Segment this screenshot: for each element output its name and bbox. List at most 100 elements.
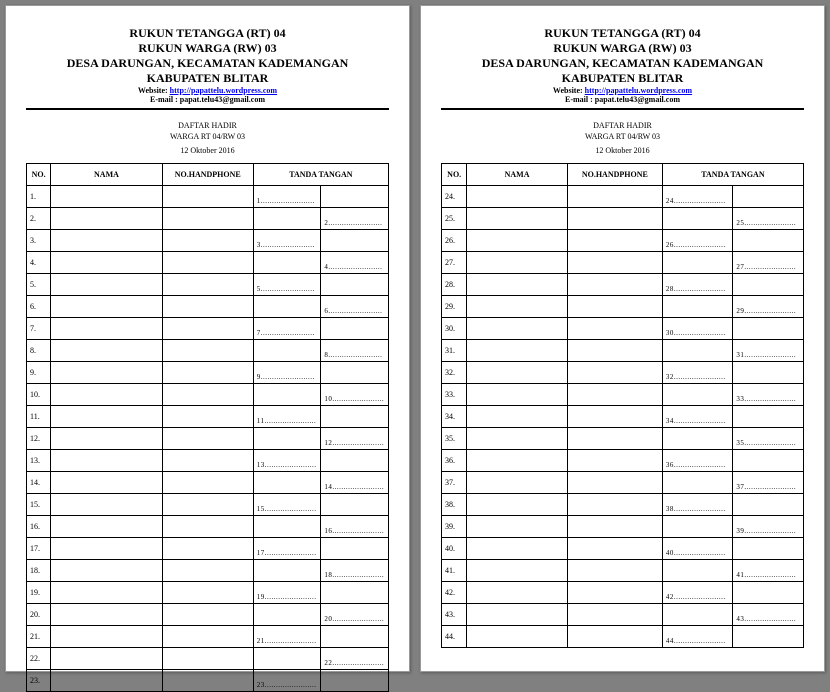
cell-no: 39. <box>442 516 467 538</box>
cell-sign-right <box>733 230 804 252</box>
subheader-subtitle: WARGA RT 04/RW 03 <box>26 131 389 142</box>
header-line2: RUKUN WARGA (RW) 03 <box>441 41 804 56</box>
cell-sign-left <box>253 296 321 318</box>
cell-sign-left <box>662 296 733 318</box>
cell-sign-right: 33....................... <box>733 384 804 406</box>
table-row: 8. 8........................ <box>27 340 389 362</box>
table-row: 32.32....................... <box>442 362 804 384</box>
cell-no: 3. <box>27 230 51 252</box>
cell-sign-right <box>733 494 804 516</box>
cell-handphone <box>567 450 662 472</box>
cell-no: 11. <box>27 406 51 428</box>
header-website: Website: http://papattelu.wordpress.com <box>26 86 389 95</box>
cell-sign-right: 25....................... <box>733 208 804 230</box>
table-row: 27.27....................... <box>442 252 804 274</box>
cell-no: 22. <box>27 648 51 670</box>
cell-sign-right <box>321 538 389 560</box>
cell-nama <box>51 406 162 428</box>
cell-no: 35. <box>442 428 467 450</box>
table-row: 35. 35....................... <box>442 428 804 450</box>
cell-no: 38. <box>442 494 467 516</box>
cell-nama <box>467 450 567 472</box>
cell-sign-right: 4........................ <box>321 252 389 274</box>
cell-sign-right: 14....................... <box>321 472 389 494</box>
attendance-table: NO. NAMA NO.HANDPHONE TANDA TANGAN 24.24… <box>441 163 804 648</box>
cell-sign-right <box>733 406 804 428</box>
cell-sign-right <box>321 318 389 340</box>
cell-sign-right <box>321 494 389 516</box>
cell-handphone <box>567 274 662 296</box>
cell-no: 5. <box>27 274 51 296</box>
cell-sign-right <box>733 450 804 472</box>
cell-sign-left: 38....................... <box>662 494 733 516</box>
cell-sign-left <box>253 560 321 582</box>
subheader-title: DAFTAR HADIR <box>441 120 804 131</box>
cell-no: 34. <box>442 406 467 428</box>
cell-nama <box>467 516 567 538</box>
cell-no: 33. <box>442 384 467 406</box>
cell-handphone <box>567 384 662 406</box>
cell-sign-right <box>321 582 389 604</box>
cell-nama <box>51 538 162 560</box>
cell-sign-left <box>253 604 321 626</box>
cell-sign-left <box>662 560 733 582</box>
cell-sign-left: 42....................... <box>662 582 733 604</box>
page-header: RUKUN TETANGGA (RT) 04 RUKUN WARGA (RW) … <box>441 26 804 104</box>
cell-sign-right: 35....................... <box>733 428 804 450</box>
subheader: DAFTAR HADIR WARGA RT 04/RW 03 <box>26 120 389 142</box>
cell-no: 27. <box>442 252 467 274</box>
cell-sign-right <box>321 450 389 472</box>
cell-sign-left: 5........................ <box>253 274 321 296</box>
cell-no: 14. <box>27 472 51 494</box>
table-row: 39.39....................... <box>442 516 804 538</box>
cell-no: 30. <box>442 318 467 340</box>
cell-no: 26. <box>442 230 467 252</box>
cell-sign-right: 8........................ <box>321 340 389 362</box>
cell-handphone <box>567 560 662 582</box>
cell-handphone <box>567 582 662 604</box>
page-1: RUKUN TETANGGA (RT) 04 RUKUN WARGA (RW) … <box>5 5 410 672</box>
cell-nama <box>467 252 567 274</box>
cell-sign-left: 13....................... <box>253 450 321 472</box>
header-line1: RUKUN TETANGGA (RT) 04 <box>441 26 804 41</box>
cell-sign-right: 10....................... <box>321 384 389 406</box>
table-row: 37.37....................... <box>442 472 804 494</box>
cell-no: 8. <box>27 340 51 362</box>
cell-sign-left: 15....................... <box>253 494 321 516</box>
cell-handphone <box>567 604 662 626</box>
cell-sign-right <box>321 186 389 208</box>
cell-nama <box>467 560 567 582</box>
cell-handphone <box>567 406 662 428</box>
cell-no: 1. <box>27 186 51 208</box>
cell-handphone <box>162 538 253 560</box>
website-link[interactable]: http://papattelu.wordpress.com <box>585 86 692 95</box>
cell-handphone <box>567 296 662 318</box>
cell-sign-right <box>321 406 389 428</box>
cell-sign-right <box>321 362 389 384</box>
header-line3: DESA DARUNGAN, KECAMATAN KADEMANGAN <box>26 56 389 71</box>
cell-sign-right <box>733 318 804 340</box>
header-line4: KABUPATEN BLITAR <box>441 71 804 86</box>
cell-nama <box>467 208 567 230</box>
website-link[interactable]: http://papattelu.wordpress.com <box>170 86 277 95</box>
col-nama: NAMA <box>467 164 567 186</box>
cell-no: 23. <box>27 670 51 692</box>
cell-sign-left <box>253 384 321 406</box>
table-row: 40.40....................... <box>442 538 804 560</box>
cell-sign-left <box>662 208 733 230</box>
header-divider <box>441 108 804 110</box>
cell-no: 7. <box>27 318 51 340</box>
header-line2: RUKUN WARGA (RW) 03 <box>26 41 389 56</box>
cell-handphone <box>567 340 662 362</box>
cell-no: 16. <box>27 516 51 538</box>
cell-handphone <box>162 494 253 516</box>
subheader-subtitle: WARGA RT 04/RW 03 <box>441 131 804 142</box>
table-row: 6.6........................ <box>27 296 389 318</box>
cell-sign-right: 41....................... <box>733 560 804 582</box>
header-line4: KABUPATEN BLITAR <box>26 71 389 86</box>
cell-handphone <box>162 670 253 692</box>
cell-handphone <box>567 516 662 538</box>
cell-nama <box>51 494 162 516</box>
cell-sign-left: 11....................... <box>253 406 321 428</box>
cell-nama <box>51 274 162 296</box>
